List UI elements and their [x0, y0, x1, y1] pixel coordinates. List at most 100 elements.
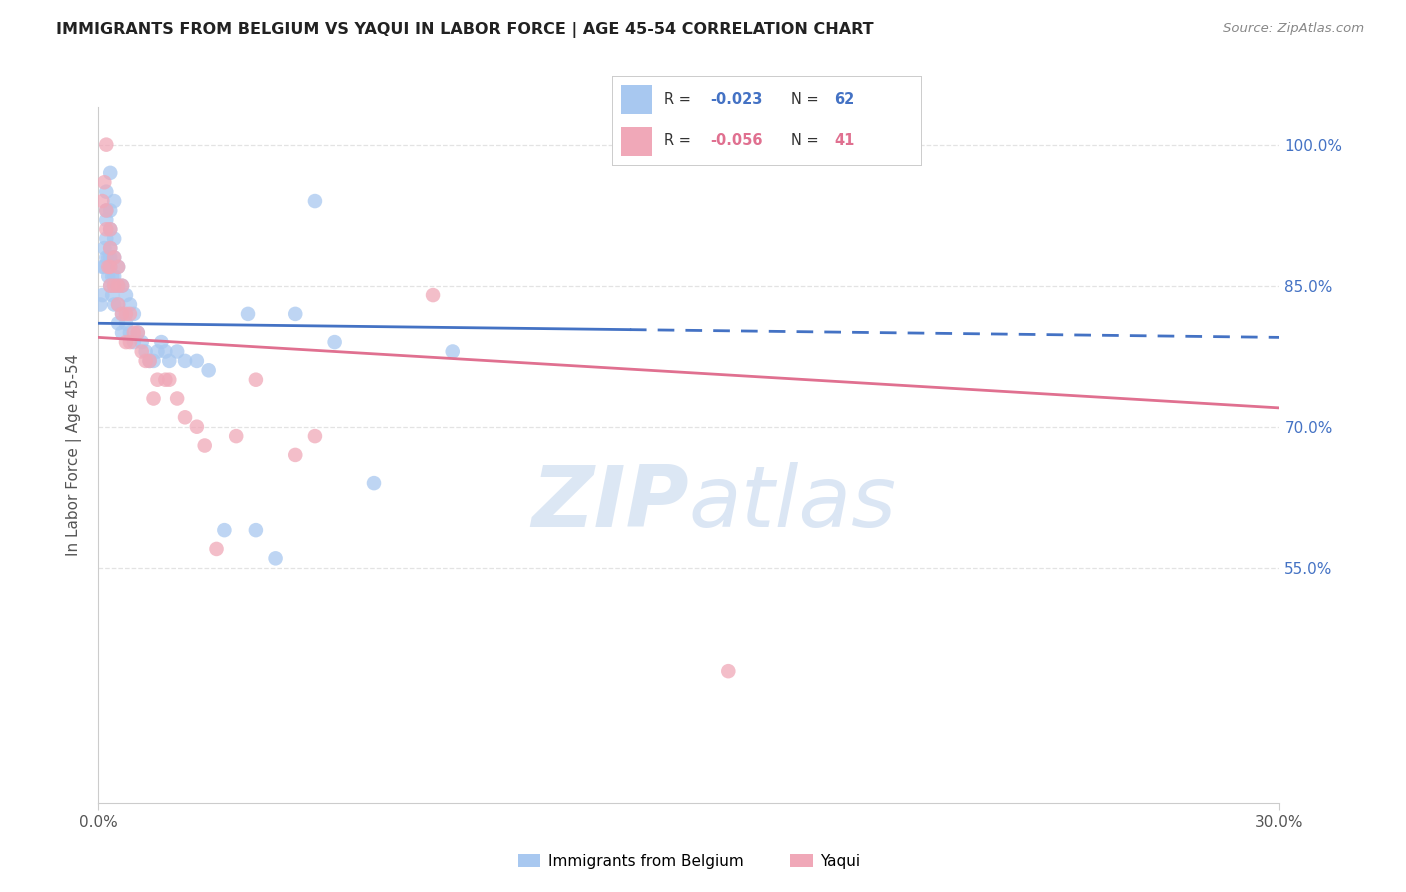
Text: IMMIGRANTS FROM BELGIUM VS YAQUI IN LABOR FORCE | AGE 45-54 CORRELATION CHART: IMMIGRANTS FROM BELGIUM VS YAQUI IN LABO… [56, 22, 875, 38]
Point [103, 278, 125, 293]
Point [103, 278, 125, 293]
Point [103, 194, 125, 208]
FancyBboxPatch shape [621, 85, 652, 114]
Point [214, 523, 236, 537]
Point [93, 175, 115, 189]
Point [107, 260, 129, 274]
Point [717, 664, 740, 678]
Point [122, 326, 145, 340]
Point [146, 373, 169, 387]
Point [186, 419, 208, 434]
Point [138, 354, 160, 368]
Point [155, 373, 177, 387]
Point [107, 297, 129, 311]
Point [304, 429, 326, 443]
Point [103, 232, 125, 246]
Text: 62: 62 [834, 92, 855, 107]
Point [96, 203, 118, 218]
Text: Source: ZipAtlas.com: Source: ZipAtlas.com [1223, 22, 1364, 36]
Point [135, 354, 157, 368]
Point [111, 278, 134, 293]
Point [98, 241, 121, 255]
Point [118, 335, 141, 350]
Point [96, 251, 118, 265]
Point [101, 269, 124, 284]
Point [284, 307, 307, 321]
Point [127, 326, 149, 340]
Point [166, 344, 188, 359]
Point [138, 354, 160, 368]
Point [98, 241, 121, 255]
Point [174, 354, 197, 368]
Point [194, 438, 217, 452]
Point [101, 288, 124, 302]
Point [115, 288, 138, 302]
Point [98, 278, 121, 293]
Point [186, 354, 208, 368]
Point [236, 307, 259, 321]
Point [98, 260, 121, 274]
Point [107, 278, 129, 293]
Point [107, 316, 129, 330]
Point [422, 288, 444, 302]
Point [103, 297, 125, 311]
Point [111, 307, 134, 321]
Point [93, 260, 115, 274]
Point [304, 194, 326, 208]
Text: ZIP: ZIP [531, 462, 689, 545]
Point [157, 354, 180, 368]
Point [155, 344, 177, 359]
Point [96, 185, 118, 199]
Point [97, 260, 120, 274]
Point [115, 316, 138, 330]
Point [166, 392, 188, 406]
Point [115, 335, 138, 350]
Point [97, 269, 120, 284]
Point [146, 344, 169, 359]
Point [284, 448, 307, 462]
Point [157, 373, 180, 387]
Point [127, 326, 149, 340]
Point [205, 541, 228, 556]
Point [96, 137, 118, 152]
Point [96, 222, 118, 236]
Legend: Immigrants from Belgium, Yaqui: Immigrants from Belgium, Yaqui [512, 848, 866, 875]
Point [98, 251, 121, 265]
Point [103, 251, 125, 265]
Point [115, 307, 138, 321]
Point [225, 429, 247, 443]
Point [98, 166, 121, 180]
Point [93, 241, 115, 255]
Text: R =: R = [664, 134, 696, 148]
Point [150, 335, 173, 350]
Point [174, 410, 197, 425]
Point [111, 326, 134, 340]
Point [122, 307, 145, 321]
Text: R =: R = [664, 92, 696, 107]
Point [98, 278, 121, 293]
Point [131, 344, 153, 359]
Point [91, 260, 114, 274]
Point [98, 222, 121, 236]
Point [89, 297, 111, 311]
Y-axis label: In Labor Force | Age 45-54: In Labor Force | Age 45-54 [66, 354, 83, 556]
Point [96, 232, 118, 246]
Point [98, 203, 121, 218]
Point [245, 523, 267, 537]
Point [118, 307, 141, 321]
Point [98, 260, 121, 274]
Point [103, 269, 125, 284]
Point [323, 335, 346, 350]
Text: atlas: atlas [689, 462, 897, 545]
Point [98, 222, 121, 236]
Text: -0.056: -0.056 [710, 134, 763, 148]
Point [197, 363, 219, 377]
Point [118, 326, 141, 340]
Point [107, 260, 129, 274]
Point [107, 297, 129, 311]
Point [118, 297, 141, 311]
Point [91, 194, 114, 208]
Text: N =: N = [792, 134, 824, 148]
Point [97, 251, 120, 265]
Point [264, 551, 287, 566]
